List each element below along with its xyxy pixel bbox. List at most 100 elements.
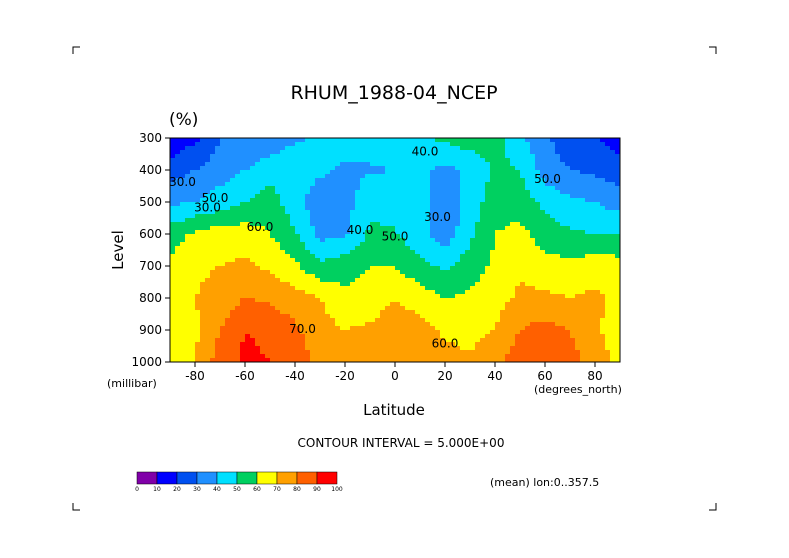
heatmap-cell — [445, 146, 451, 151]
heatmap-cell — [340, 326, 346, 331]
heatmap-cell — [615, 230, 621, 235]
heatmap-cell — [350, 342, 356, 347]
heatmap-cell — [245, 274, 251, 279]
heatmap-cell — [190, 258, 196, 263]
heatmap-cell — [485, 266, 491, 271]
heatmap-cell — [370, 230, 376, 235]
heatmap-cell — [585, 286, 591, 291]
heatmap-cell — [345, 234, 351, 239]
heatmap-cell — [495, 226, 501, 231]
heatmap-cell — [280, 274, 286, 279]
heatmap-cell — [545, 294, 551, 299]
heatmap-cell — [375, 246, 381, 251]
heatmap-cell — [370, 234, 376, 239]
heatmap-cell — [295, 278, 301, 283]
heatmap-cell — [230, 210, 236, 215]
heatmap-cell — [290, 354, 296, 359]
heatmap-cell — [580, 282, 586, 287]
heatmap-cell — [425, 350, 431, 355]
heatmap-cell — [245, 226, 251, 231]
heatmap-cell — [180, 150, 186, 155]
heatmap-cell — [335, 178, 341, 183]
heatmap-cell — [215, 338, 221, 343]
heatmap-cell — [450, 282, 456, 287]
heatmap-cell — [500, 194, 506, 199]
heatmap-cell — [285, 154, 291, 159]
heatmap-cell — [600, 242, 606, 247]
heatmap-cell — [610, 230, 616, 235]
heatmap-cell — [315, 138, 321, 143]
heatmap-cell — [360, 182, 366, 187]
heatmap-cell — [350, 262, 356, 267]
heatmap-cell — [490, 262, 496, 267]
heatmap-cell — [210, 154, 216, 159]
heatmap-cell — [440, 294, 446, 299]
heatmap-cell — [315, 174, 321, 179]
heatmap-cell — [420, 190, 426, 195]
heatmap-cell — [495, 218, 501, 223]
heatmap-cell — [405, 318, 411, 323]
heatmap-cell — [265, 266, 271, 271]
heatmap-cell — [475, 230, 481, 235]
heatmap-cell — [325, 298, 331, 303]
heatmap-cell — [250, 154, 256, 159]
heatmap-cell — [235, 218, 241, 223]
heatmap-cell — [175, 194, 181, 199]
heatmap-cell — [225, 318, 231, 323]
heatmap-cell — [195, 230, 201, 235]
heatmap-cell — [585, 354, 591, 359]
heatmap-cell — [285, 186, 291, 191]
heatmap-cell — [295, 286, 301, 291]
heatmap-cell — [560, 354, 566, 359]
heatmap-cell — [560, 166, 566, 171]
heatmap-cell — [250, 282, 256, 287]
heatmap-cell — [490, 342, 496, 347]
heatmap-cell — [590, 182, 596, 187]
heatmap-cell — [215, 282, 221, 287]
heatmap-cell — [340, 206, 346, 211]
heatmap-cell — [320, 306, 326, 311]
heatmap-cell — [270, 238, 276, 243]
heatmap-cell — [405, 198, 411, 203]
heatmap-cell — [610, 282, 616, 287]
heatmap-cell — [480, 194, 486, 199]
heatmap-cell — [295, 146, 301, 151]
heatmap-cell — [480, 238, 486, 243]
heatmap-cell — [570, 230, 576, 235]
heatmap-cell — [220, 326, 226, 331]
heatmap-cell — [575, 342, 581, 347]
heatmap-cell — [475, 186, 481, 191]
heatmap-cell — [385, 282, 391, 287]
heatmap-cell — [570, 338, 576, 343]
heatmap-cell — [190, 186, 196, 191]
heatmap-cell — [615, 286, 621, 291]
heatmap-cell — [215, 314, 221, 319]
heatmap-cell — [215, 210, 221, 215]
heatmap-cell — [175, 318, 181, 323]
heatmap-cell — [395, 302, 401, 307]
heatmap-cell — [295, 178, 301, 183]
heatmap-cell — [495, 238, 501, 243]
heatmap-cell — [430, 202, 436, 207]
heatmap-cell — [285, 322, 291, 327]
heatmap-cell — [270, 150, 276, 155]
heatmap-cell — [465, 242, 471, 247]
heatmap-cell — [610, 194, 616, 199]
heatmap-cell — [570, 150, 576, 155]
heatmap-cell — [475, 306, 481, 311]
heatmap-cell — [525, 242, 531, 247]
heatmap-cell — [500, 182, 506, 187]
heatmap-cell — [455, 258, 461, 263]
heatmap-cell — [600, 314, 606, 319]
heatmap-cell — [235, 342, 241, 347]
heatmap-cell — [455, 298, 461, 303]
heatmap-cell — [250, 146, 256, 151]
heatmap-cell — [390, 146, 396, 151]
heatmap-cell — [350, 270, 356, 275]
heatmap-cell — [250, 274, 256, 279]
heatmap-cell — [280, 186, 286, 191]
heatmap-cell — [530, 282, 536, 287]
heatmap-cell — [370, 278, 376, 283]
heatmap-cell — [320, 326, 326, 331]
heatmap-cell — [420, 170, 426, 175]
